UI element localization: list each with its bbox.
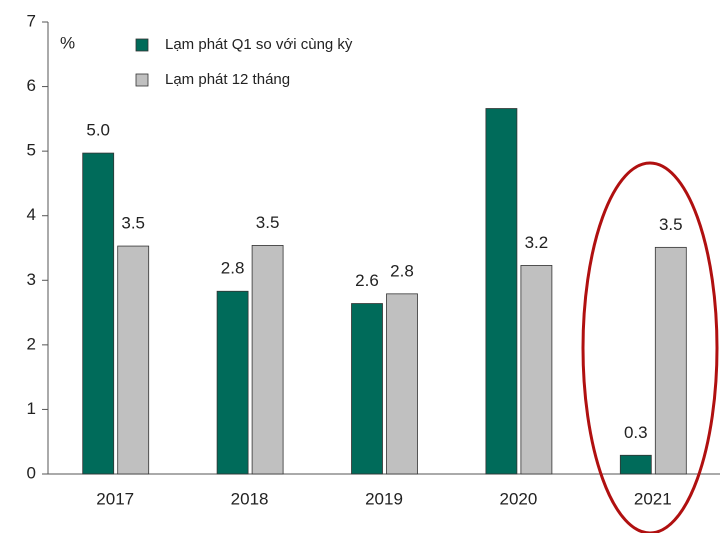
value-label: 3.2 xyxy=(525,233,549,252)
y-tick-label: 4 xyxy=(27,205,36,224)
bar xyxy=(485,108,518,475)
value-label: 3.5 xyxy=(659,215,683,234)
bar xyxy=(654,246,687,475)
value-label: 3.5 xyxy=(256,213,280,232)
y-tick-label: 1 xyxy=(27,399,36,418)
bar xyxy=(216,290,249,475)
x-tick-label: 2020 xyxy=(499,489,537,508)
y-tick-label: 7 xyxy=(27,11,36,30)
bar xyxy=(351,303,383,475)
value-label: 5.0 xyxy=(86,121,110,140)
y-tick-label: 2 xyxy=(27,334,36,353)
bar xyxy=(619,454,652,475)
value-label: 0.3 xyxy=(624,423,648,442)
highlight-ellipse xyxy=(581,161,719,533)
y-tick-label: 3 xyxy=(27,270,36,289)
legend-swatch xyxy=(135,73,149,87)
y-tick-label: 5 xyxy=(27,141,36,160)
bar xyxy=(251,245,284,475)
bar xyxy=(117,245,150,475)
x-tick-label: 2018 xyxy=(231,489,269,508)
y-tick-label: 0 xyxy=(27,463,36,482)
x-tick-label: 2017 xyxy=(96,489,134,508)
value-label: 3.5 xyxy=(121,214,145,233)
bar xyxy=(386,293,418,475)
legend-label: Lạm phát 12 tháng xyxy=(165,71,290,88)
y-axis-label: % xyxy=(60,33,75,52)
legend-swatch xyxy=(135,38,149,52)
x-tick-label: 2019 xyxy=(365,489,403,508)
y-tick-label: 6 xyxy=(27,76,36,95)
bar xyxy=(520,265,553,475)
bar xyxy=(82,152,115,475)
legend-label: Lạm phát Q1 so với cùng kỳ xyxy=(165,36,353,53)
value-label: 2.8 xyxy=(221,259,245,278)
x-tick-label: 2021 xyxy=(634,489,672,508)
value-label: 2.6 xyxy=(355,271,379,290)
value-label: 2.8 xyxy=(390,261,414,280)
